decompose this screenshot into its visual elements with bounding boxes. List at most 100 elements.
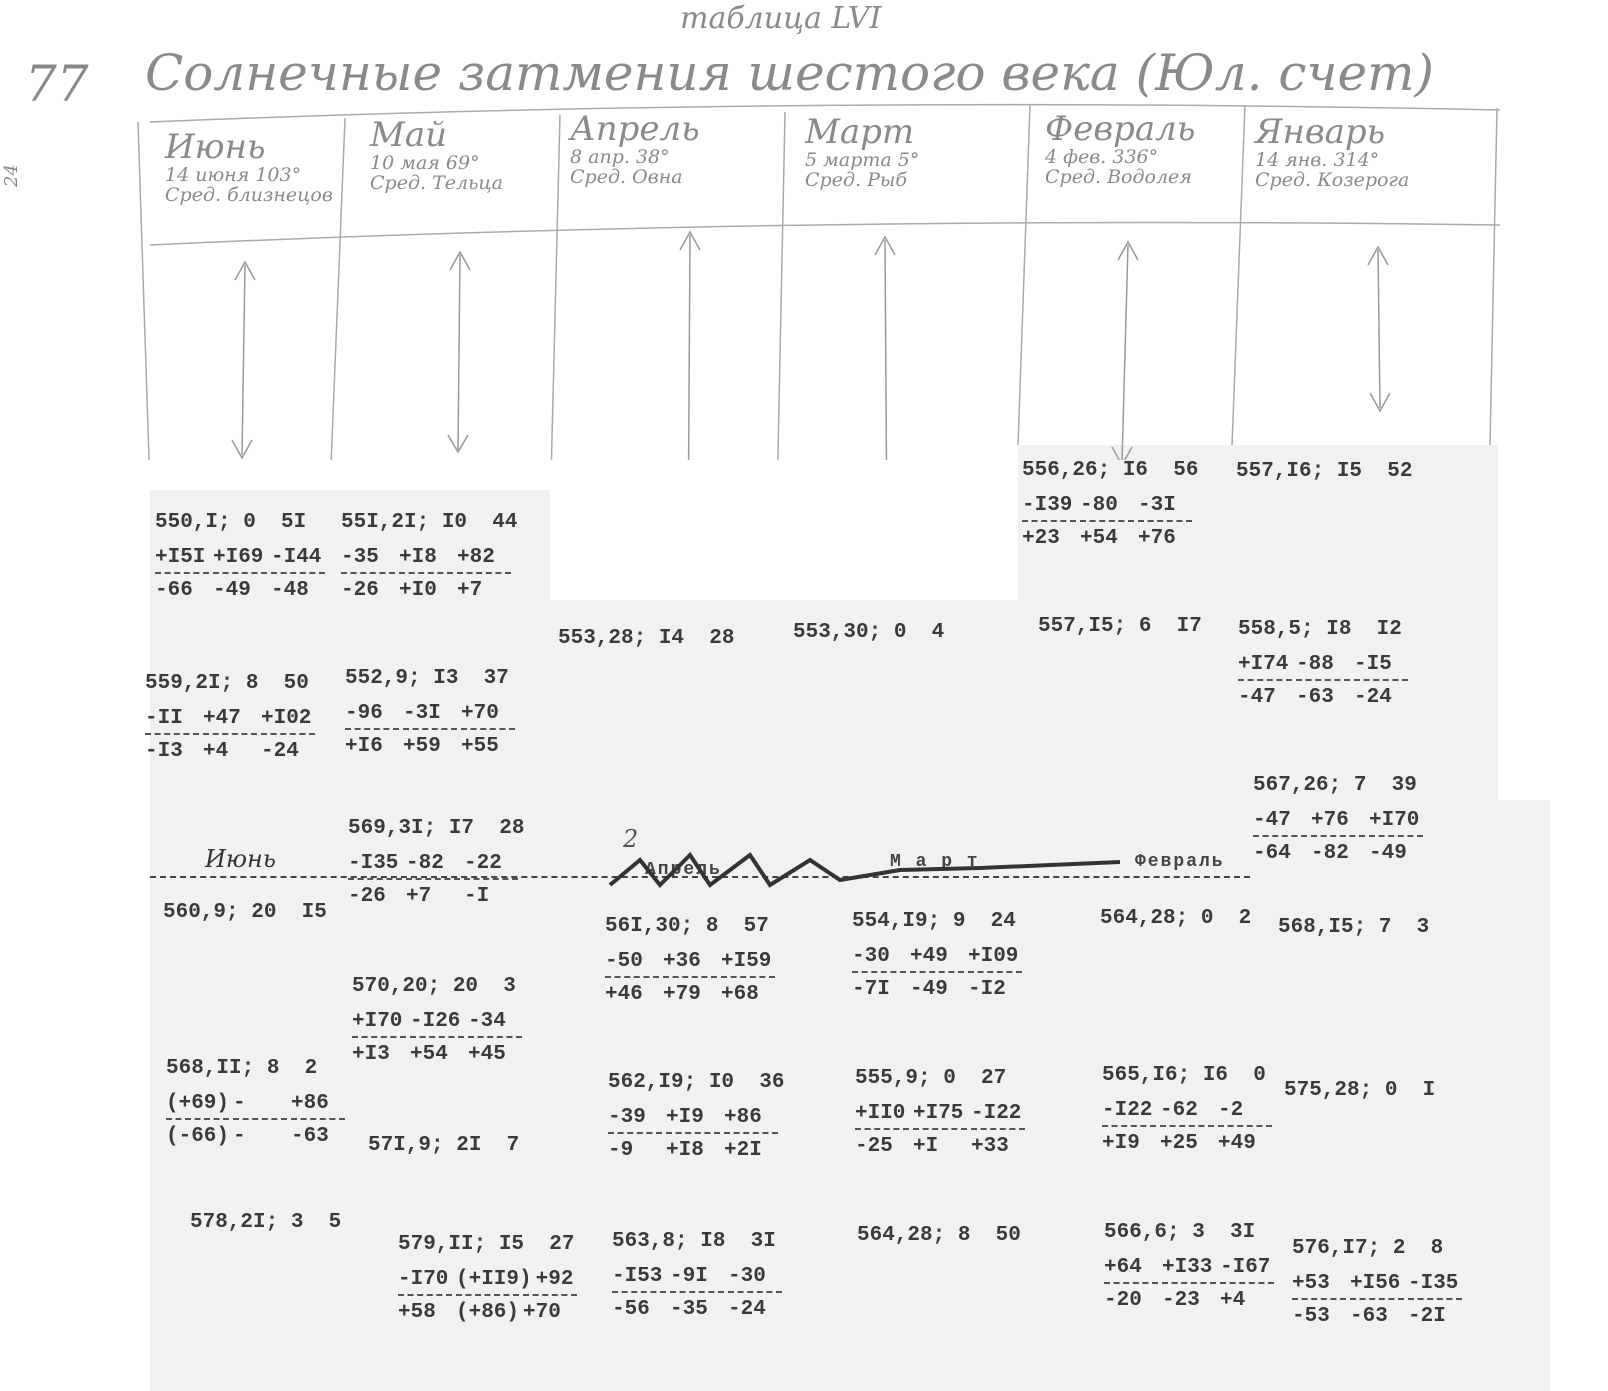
values-bottom: -26 +I0 +7 [341, 572, 517, 601]
value: -66 [155, 572, 209, 601]
value: +76 [1138, 520, 1192, 549]
value: +53 [1292, 1272, 1330, 1295]
column-sign: Сред. Овна [570, 165, 683, 188]
eclipse-date-time: 579,II; I5 27 [398, 1233, 575, 1256]
eclipse-entry: 564,28; 8 50 [857, 1225, 1021, 1246]
paper-strip [548, 600, 1018, 810]
value: +I09 [968, 945, 1019, 968]
values-bottom: +58 (+86) +70 [398, 1294, 594, 1323]
eclipse-entry: 562,I9; I0 36 -39 +I9 +86 -9 +I8 +2I [608, 1072, 784, 1161]
value: +79 [663, 976, 717, 1005]
value: +23 [1022, 520, 1076, 549]
eclipse-date-time: 560,9; 20 I5 [163, 901, 327, 924]
eclipse-date-time: 564,28; 0 2 [1100, 907, 1252, 930]
value: -24 [261, 733, 315, 762]
value: -63 [1296, 679, 1350, 708]
eclipse-date-time: 563,8; I8 3I [612, 1230, 776, 1253]
value: (+69) [166, 1092, 230, 1115]
sheet-number: 2 [623, 825, 639, 853]
values-bottom: +I6 +59 +55 [345, 728, 519, 757]
eclipse-entry: 556,26; I6 56 -I39 -80 -3I +23 +54 +76 [1022, 460, 1198, 549]
value: -63 [291, 1118, 346, 1147]
values-bottom: -7I -49 -I2 [852, 971, 1026, 1000]
value: +59 [403, 728, 457, 757]
eclipse-date-time: 568,I5; 7 3 [1278, 916, 1430, 939]
value: -I35 [348, 852, 399, 875]
eclipse-entry: 578,2I; 3 5 [190, 1212, 341, 1233]
eclipse-date-time: 550,I; 0 5I [155, 511, 307, 534]
eclipse-date-time: 562,I9; I0 36 [608, 1071, 785, 1094]
value: -I39 [1022, 494, 1073, 517]
eclipse-date-time: 565,I6; I6 0 [1102, 1064, 1266, 1087]
value: -96 [345, 702, 383, 725]
eclipse-date-time: 556,26; I6 56 [1022, 459, 1199, 482]
eclipse-entry: 553,28; I4 28 [558, 628, 734, 649]
column-sign: Сред. Козерога [1255, 168, 1410, 191]
value: -II [145, 707, 183, 730]
value: +49 [1218, 1125, 1272, 1154]
value: -30 [728, 1265, 766, 1288]
value: +I33 [1162, 1256, 1213, 1279]
value: +I6 [345, 728, 399, 757]
value: -I5 [1354, 653, 1392, 676]
value: +33 [971, 1128, 1025, 1157]
value: -82 [406, 852, 444, 875]
value: -82 [1311, 835, 1365, 864]
value: -88 [1296, 653, 1334, 676]
eclipse-entry: 55I,2I; I0 44 -35 +I8 +82 -26 +I0 +7 [341, 512, 517, 601]
eclipse-entry: 558,5; I8 I2 +I74 -88 -I5 -47 -63 -24 [1238, 619, 1412, 708]
column-sign: Сред. близнецов [165, 183, 333, 206]
value: +36 [663, 950, 701, 973]
values-bottom: -66 -49 -48 [155, 572, 329, 601]
column-header: Февраль 4 фев. 336° Сред. Водолея [1045, 111, 1195, 188]
eclipse-entry: 576,I7; 2 8 +53 +I56 -I35 -53 -63 -2I [1292, 1238, 1466, 1327]
eclipse-entry: 569,3I; I7 28 -I35 -82 -22 -26 +7 -I [348, 818, 524, 907]
scribble-strike [608, 851, 1121, 888]
eclipse-entry: 564,28; 0 2 [1100, 908, 1251, 929]
value: +I70 [352, 1010, 403, 1033]
column-month: Май [370, 115, 447, 155]
value: +58 [398, 1294, 452, 1323]
value: +25 [1160, 1125, 1214, 1154]
values-top: -47 +76 +I70 [1253, 810, 1427, 831]
value: -3I [403, 702, 441, 725]
value: +2I [724, 1132, 778, 1161]
value: +86 [724, 1106, 762, 1129]
eclipse-date-time: 564,28; 8 50 [857, 1224, 1021, 1247]
value: +I56 [1350, 1272, 1401, 1295]
eclipse-date-time: 557,I6; I5 52 [1236, 460, 1413, 483]
column-date: 14 июня 103° [165, 163, 302, 186]
value: (-66) [166, 1118, 230, 1147]
eclipse-date-time: 554,I9; 9 24 [852, 910, 1016, 933]
eclipse-date-time: 576,I7; 2 8 [1292, 1237, 1444, 1260]
eclipse-entry: 557,I6; I5 52 [1236, 461, 1412, 482]
value: +I02 [261, 707, 312, 730]
eclipse-entry: 563,8; I8 3I -I53 -9I -30 -56 -35 -24 [612, 1231, 786, 1320]
values-top: +I5I +I69 -I44 [155, 547, 329, 568]
values-bottom: (-66) - -63 [166, 1118, 349, 1147]
value: -2 [1218, 1099, 1244, 1122]
values-top: +II0 +I75 -I22 [855, 1103, 1029, 1124]
column-sign: Сред. Рыб [805, 168, 907, 191]
values-top: +I74 -88 -I5 [1238, 654, 1412, 675]
value: -9 [608, 1132, 662, 1161]
eclipse-entry: 559,2I; 8 50 -II +47 +I02 -I3 +4 -24 [145, 673, 319, 762]
eclipse-date-time: 57I,9; 2I 7 [368, 1134, 520, 1157]
values-top: -I70 (+II9) +92 [398, 1269, 594, 1290]
value: +I74 [1238, 653, 1289, 676]
eclipse-entry: 560,9; 20 I5 [163, 902, 327, 923]
value: +68 [721, 976, 775, 1005]
value: -48 [271, 572, 325, 601]
value: +4 [203, 733, 257, 762]
eclipse-entry: 553,30; 0 4 [793, 622, 944, 643]
value: -9I [670, 1265, 708, 1288]
value: -63 [1350, 1298, 1404, 1327]
column-header: Апрель 8 апр. 38° Сред. Овна [570, 111, 700, 188]
column-header: Май 10 мая 69° Сред. Тельца [370, 115, 503, 194]
eclipse-date-time: 553,30; 0 4 [793, 621, 945, 644]
values-top: -I53 -9I -30 [612, 1266, 786, 1287]
value: -22 [464, 852, 502, 875]
eclipse-date-time: 552,9; I3 37 [345, 667, 509, 690]
values-top: (+69) - +86 [166, 1093, 349, 1114]
column-month: Июнь [165, 127, 266, 167]
